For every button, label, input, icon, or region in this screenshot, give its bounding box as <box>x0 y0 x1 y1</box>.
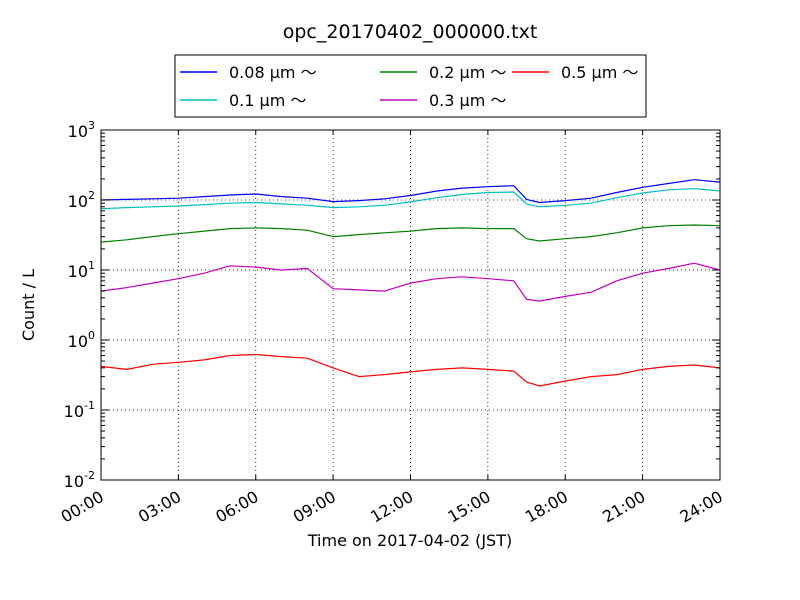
series-line-3 <box>100 262 721 302</box>
y-tick-label: 10-1 <box>64 399 95 421</box>
y-tick-label: 102 <box>68 189 95 211</box>
x-axis-label: Time on 2017-04-02 (JST) <box>307 531 512 550</box>
series-line-0 <box>100 179 721 204</box>
series-line-4 <box>100 353 721 387</box>
y-tick-label: 103 <box>68 119 95 141</box>
chart-title: opc_20170402_000000.txt <box>283 21 538 43</box>
legend: 0.08 μm ～ 0.1 μm ～ 0.2 μm ～ 0.3 μm ～ 0.5 μm … <box>174 54 647 118</box>
legend-label: 0.08 μm ～ <box>229 63 317 82</box>
y-tick-label: 101 <box>68 259 95 281</box>
plot-lines <box>100 179 721 387</box>
y-tick-label: 10-2 <box>64 469 95 491</box>
legend-label: 0.5 μm ～ <box>561 63 638 82</box>
legend-label: 0.2 μm ～ <box>429 63 506 82</box>
series-line-2 <box>100 224 721 243</box>
legend-label: 0.1 μm ～ <box>229 91 306 110</box>
legend-box <box>174 54 647 118</box>
legend-label: 0.3 μm ～ <box>429 91 506 110</box>
y-tick-label: 100 <box>68 329 95 351</box>
series-line-1 <box>100 188 721 210</box>
y-axis-label: Count / L <box>19 269 38 341</box>
